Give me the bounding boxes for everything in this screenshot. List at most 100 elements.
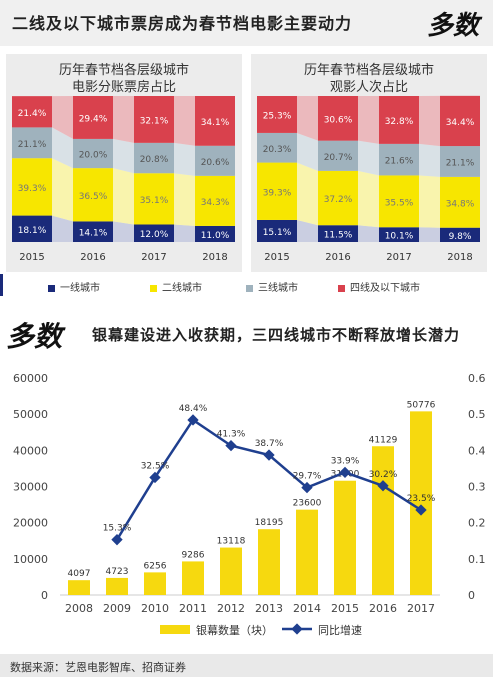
box-office-share-title-line1: 历年春节档各层级城市 <box>58 63 189 78</box>
screens-bar-2010 <box>144 572 166 595</box>
audience-data-label-2018-3: 34.4% <box>446 118 475 128</box>
box-office-bar-2016-3 <box>73 96 113 139</box>
box-office-connector-2016-3 <box>113 96 134 143</box>
box-office-data-label-2017-2: 20.8% <box>140 155 169 165</box>
audience-bar-2015-1 <box>257 162 297 220</box>
legend-swatch-tier3 <box>246 284 253 292</box>
legend-label-tier1: 一线城市 <box>60 283 100 294</box>
combo-y-tick-10000: 10000 <box>13 553 48 566</box>
combo-y-tick-20000: 20000 <box>13 517 48 530</box>
audience-x-tick-2017: 2017 <box>386 252 411 263</box>
audience-bar-2018-3 <box>440 95 480 147</box>
brand-logo: 多数 <box>426 11 479 41</box>
screens-bar-label-2011: 9286 <box>182 550 205 560</box>
box-office-connector-2015-1 <box>52 158 73 222</box>
combo-y2-tick-0.3: 0.3 <box>468 481 486 494</box>
box-office-bar-2018-3 <box>195 96 235 146</box>
combo-x-tick-2010: 2010 <box>141 602 169 615</box>
box-office-data-label-2016-2: 20.0% <box>79 151 108 161</box>
audience-connector-2015-0 <box>297 219 318 242</box>
screens-bar-label-2016: 41129 <box>369 435 398 445</box>
combo-y-tick-50000: 50000 <box>13 408 48 421</box>
growth-label-2010: 32.5% <box>141 461 170 471</box>
city-tier-legend: 一线城市 二线城市 三线城市 四线及以下城市 <box>0 274 493 296</box>
audience-data-label-2016-1: 37.2% <box>324 195 353 205</box>
box-office-bar-2018-2 <box>195 145 235 176</box>
screens-section-title: 银幕建设进入收获期，三四线城市不断释放增长潜力 <box>92 326 461 344</box>
screens-combo-chart: 0 10000 20000 30000 40000 50000 60000 0 0.1 0.2 0.… <box>13 372 486 637</box>
audience-data-label-2015-0: 15.1% <box>263 228 292 238</box>
box-office-connector-2016-0 <box>113 221 134 242</box>
screens-banner <box>0 310 493 356</box>
box-office-data-label-2018-1: 34.3% <box>201 198 230 208</box>
audience-connector-2016-0 <box>358 225 379 242</box>
audience-data-label-2018-2: 21.1% <box>446 158 475 168</box>
combo-y2-tick-0: 0 <box>468 589 475 602</box>
audience-connector-2016-1 <box>358 170 379 228</box>
audience-connector-2017-1 <box>419 175 440 228</box>
combo-x-tick-2016: 2016 <box>369 602 397 615</box>
audience-bar-2017-1 <box>379 175 419 228</box>
audience-bar-2015-0 <box>257 219 297 242</box>
screens-bar-2014 <box>296 509 318 595</box>
combo-x-tick-2012: 2012 <box>217 602 245 615</box>
box-office-data-label-2016-0: 14.1% <box>79 229 108 239</box>
box-office-data-label-2017-0: 12.0% <box>140 230 169 240</box>
box-office-bar-2018-1 <box>195 175 235 226</box>
audience-connector-2015-1 <box>297 162 318 226</box>
box-office-x-tick-2018: 2018 <box>202 252 227 263</box>
box-office-connector-2016-1 <box>113 168 134 225</box>
audience-bar-2017-0 <box>379 227 419 242</box>
audience-data-label-2018-1: 34.8% <box>446 199 475 209</box>
audience-bar-2017-2 <box>379 143 419 176</box>
growth-point-2012 <box>225 439 237 452</box>
growth-label-2012: 41.3% <box>217 430 246 440</box>
audience-share-title-line2: 观影人次占比 <box>329 80 408 95</box>
box-office-bar-2016-1 <box>73 168 113 222</box>
audience-data-label-2017-3: 32.8% <box>385 117 414 127</box>
screens-bar-label-2008: 4097 <box>68 569 91 579</box>
combo-x-tick-2009: 2009 <box>103 602 131 615</box>
audience-data-label-2015-1: 39.3% <box>263 188 292 198</box>
combo-x-tick-2008: 2008 <box>65 602 93 615</box>
combo-y2-tick-0.1: 0.1 <box>468 553 486 566</box>
box-office-data-label-2015-1: 39.3% <box>18 184 47 194</box>
box-office-data-label-2015-2: 21.1% <box>18 140 47 150</box>
screens-bar-label-2017: 50776 <box>407 400 436 410</box>
screens-bar-2012 <box>220 547 242 595</box>
growth-point-2017 <box>415 504 427 516</box>
growth-label-2009: 15.3% <box>103 524 132 534</box>
screens-bar-2017 <box>410 411 432 595</box>
audience-connector-2016-3 <box>358 96 379 144</box>
box-office-data-label-2015-3: 21.4% <box>18 109 47 119</box>
audience-connector-2017-2 <box>419 143 440 177</box>
box-office-x-tick-2017: 2017 <box>141 252 166 263</box>
brand-logo-2: 多数 <box>6 320 63 353</box>
screens-bar-2015 <box>334 480 356 595</box>
audience-x-tick-2016: 2016 <box>325 252 350 263</box>
audience-connector-2015-3 <box>297 96 318 141</box>
growth-label-2015: 33.9% <box>331 456 360 466</box>
audience-connector-2015-2 <box>297 132 318 171</box>
box-office-connector-2017-1 <box>174 173 195 226</box>
box-office-data-label-2017-1: 35.1% <box>140 196 169 206</box>
screens-bar-2008 <box>68 580 90 595</box>
audience-data-label-2015-3: 25.3% <box>263 111 292 121</box>
box-office-connector-2015-2 <box>52 127 73 169</box>
audience-bar-2016-3 <box>318 96 358 141</box>
growth-label-2011: 48.4% <box>179 404 208 414</box>
box-office-bar-2018-0 <box>195 225 235 242</box>
audience-share-panel: 历年春节档各层级城市 观影人次占比 15.1% 39.3% 20.3% 25.3% 20… <box>251 54 487 272</box>
growth-label-2017: 23.5% <box>407 494 436 504</box>
combo-y-tick-40000: 40000 <box>13 444 48 457</box>
screens-bar-label-2009: 4723 <box>106 567 129 577</box>
screens-bar-2016 <box>372 446 394 595</box>
growth-label-2016: 30.2% <box>369 470 398 480</box>
growth-label-2013: 38.7% <box>255 439 284 449</box>
page-title: 二线及以下城市票房成为春节档电影主要动力 <box>12 14 353 33</box>
legend-label-tier3: 三线城市 <box>258 283 298 294</box>
combo-y2-tick-0.5: 0.5 <box>468 408 486 421</box>
box-office-share-title-line2: 电影分账票房占比 <box>71 80 176 95</box>
source-footer <box>0 654 493 677</box>
combo-y-tick-0: 0 <box>41 589 48 602</box>
